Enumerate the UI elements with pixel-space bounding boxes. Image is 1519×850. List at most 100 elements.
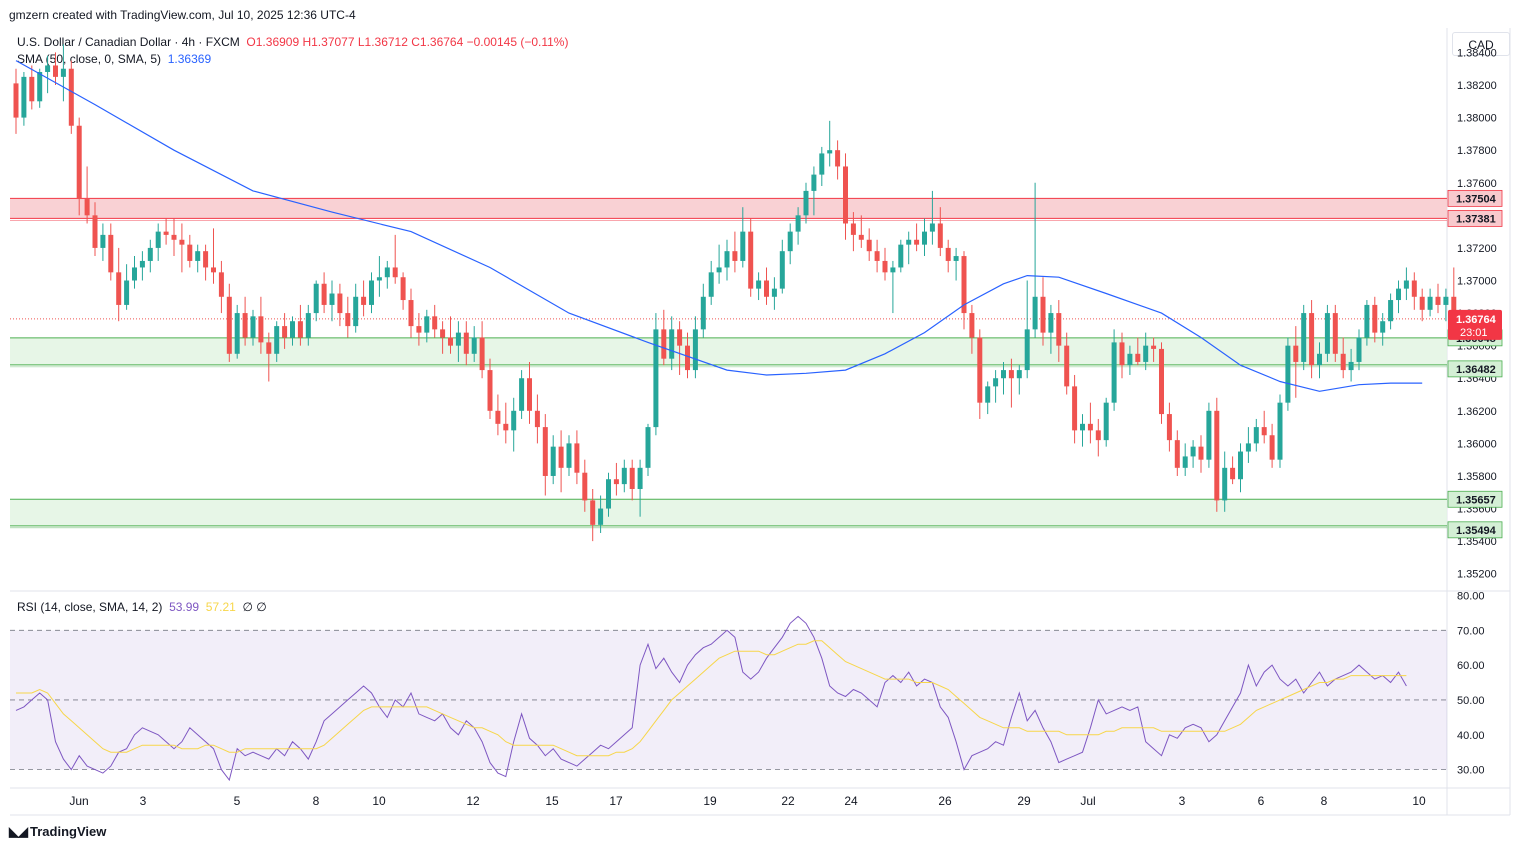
time-tick-label: 10: [1412, 794, 1426, 808]
candle-body: [234, 313, 240, 354]
price-tick-label: 1.37600: [1457, 178, 1497, 190]
candle-body: [1159, 348, 1164, 415]
candle-body: [914, 239, 920, 245]
zone-price-tag: [1448, 360, 1502, 377]
time-tick-label: 8: [313, 794, 320, 808]
candle-body: [906, 239, 912, 245]
candle-body: [1261, 427, 1267, 436]
candle-body: [629, 467, 635, 490]
candle-body: [369, 280, 374, 305]
candle-body: [1001, 370, 1006, 379]
rsi-sma-line: [16, 640, 1407, 757]
candle-body: [866, 239, 872, 252]
candle-body: [1040, 296, 1046, 333]
candle-body: [1245, 443, 1251, 452]
candle-body: [819, 153, 825, 175]
candle-body: [771, 288, 777, 297]
candle-body: [45, 65, 51, 72]
time-tick-label: 5: [234, 794, 241, 808]
candle-body: [1072, 386, 1078, 431]
rsi-tick-label: 60.00: [1457, 660, 1485, 672]
candle-body: [21, 76, 27, 118]
time-tick-label: 24: [844, 794, 858, 808]
price-tick-label: 1.37200: [1457, 243, 1497, 255]
candle-body: [1451, 296, 1457, 320]
zone-price-label: 1.35494: [1456, 525, 1497, 537]
candle-body: [550, 446, 556, 476]
candle-body: [187, 244, 193, 261]
candle-body: [582, 472, 588, 501]
candle-body: [1317, 353, 1322, 366]
candle-body: [1230, 467, 1236, 480]
candle-body: [858, 234, 864, 240]
time-tick-label: 12: [466, 794, 480, 808]
rsi-tick-label: 80.00: [1457, 590, 1485, 602]
time-tick-label: 3: [140, 794, 147, 808]
candle-body: [1285, 345, 1291, 403]
candle-body: [700, 296, 706, 330]
ohlc-values: O1.36909 H1.37077 L1.36712 C1.36764 −0.0…: [246, 35, 569, 49]
candle-body: [1269, 435, 1275, 460]
candle-body: [969, 313, 975, 338]
rsi-sma-value: 57.21: [205, 600, 236, 614]
candle-body: [534, 410, 540, 428]
resistance-zone: [10, 198, 1447, 219]
candle-body: [1396, 288, 1401, 301]
candle-body: [1016, 370, 1022, 379]
candle-body: [139, 260, 145, 268]
candle-body: [1103, 402, 1109, 441]
candle-body: [195, 251, 201, 261]
candle-body: [843, 166, 848, 224]
symbol-legend: U.S. Dollar / Canadian Dollar · 4h · FXC…: [17, 35, 568, 49]
candle-body: [953, 256, 959, 261]
time-tick-label: 19: [703, 794, 717, 808]
candle-body: [1166, 414, 1172, 441]
candle-body: [1198, 446, 1204, 460]
candle-body: [677, 329, 683, 346]
price-tick-label: 1.35200: [1457, 569, 1497, 581]
candle-body: [171, 234, 177, 240]
candle-body: [1222, 467, 1228, 501]
candle-body: [795, 215, 801, 232]
candle-body: [1427, 296, 1433, 310]
candle-body: [1253, 427, 1259, 444]
rsi-line: [15, 615, 1407, 782]
candle-body: [748, 231, 754, 289]
candle-body: [1182, 456, 1188, 468]
candle-body: [1008, 370, 1014, 379]
candle-body: [740, 231, 746, 261]
candle-body: [337, 293, 343, 314]
candle-body: [1435, 296, 1441, 305]
candle-body: [1332, 313, 1338, 354]
candle-body: [329, 293, 335, 305]
candle-body: [1324, 313, 1330, 354]
candle-body: [226, 296, 232, 354]
candle-body: [1206, 410, 1212, 460]
candle-body: [1111, 342, 1117, 403]
candle-body: [124, 280, 130, 305]
candle-body: [937, 223, 943, 248]
currency-selector[interactable]: CAD: [1452, 32, 1510, 56]
candle-body: [811, 174, 817, 191]
candle-body: [1135, 353, 1141, 362]
candle-body: [566, 443, 572, 468]
candle-body: [527, 378, 532, 411]
time-tick-label: 17: [609, 794, 623, 808]
candle-body: [929, 223, 935, 232]
candle-body: [1087, 423, 1093, 431]
candle-body: [637, 467, 643, 490]
candle-body: [163, 231, 169, 235]
candle-body: [132, 267, 137, 281]
candle-body: [613, 479, 619, 485]
rsi-tick-label: 40.00: [1457, 730, 1485, 742]
candle-body: [353, 296, 359, 327]
candle-body: [779, 251, 785, 289]
tradingview-brand: ◣◢ TradingView: [9, 824, 106, 840]
candle-body: [297, 321, 303, 338]
price-tick-label: 1.37000: [1457, 275, 1497, 287]
candle-body: [692, 329, 698, 371]
time-tick-label: 22: [781, 794, 795, 808]
rsi-value: 53.99: [169, 600, 200, 614]
candle-body: [290, 321, 295, 338]
